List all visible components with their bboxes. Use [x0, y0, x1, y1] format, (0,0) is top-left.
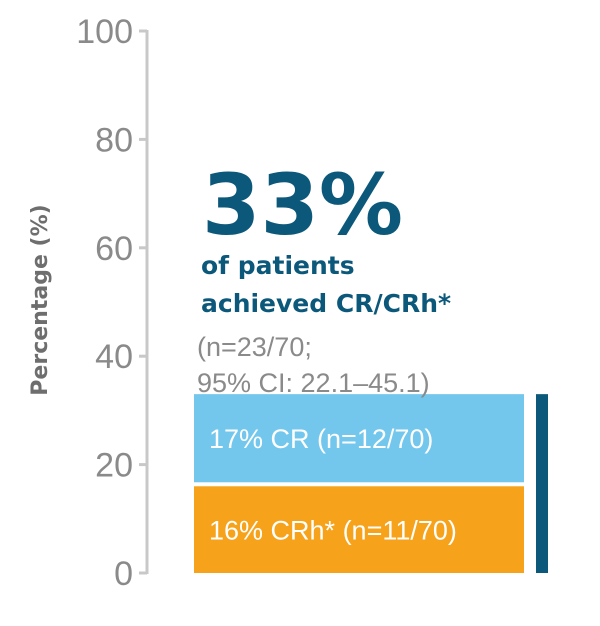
- y-tick-label: 60: [95, 230, 133, 268]
- annotation-big-value: 33%: [202, 156, 403, 254]
- annotation-line-1: of patients: [201, 251, 355, 280]
- y-tick-label: 40: [95, 338, 133, 376]
- annotation-note-line-2: 95% CI: 22.1–45.1): [197, 368, 430, 398]
- annotation-note-line-1: (n=23/70;: [197, 332, 312, 362]
- bar-segment: [194, 394, 524, 483]
- bar-segment-label: 16% CRh* (n=11/70): [209, 516, 457, 546]
- annotation: 33% of patients achieved CR/CRh* (n=23/7…: [197, 156, 451, 398]
- y-tick-label: 0: [114, 555, 133, 593]
- total-bracket: [536, 394, 548, 573]
- annotation-line-2: achieved CR/CRh*: [201, 289, 451, 318]
- y-axis-label: Percentage (%): [28, 204, 53, 395]
- bar-segment: [194, 486, 524, 573]
- y-tick-label: 80: [95, 121, 133, 159]
- y-tick-label: 100: [76, 13, 133, 51]
- stacked-bar: 16% CRh* (n=11/70) 17% CR (n=12/70): [194, 394, 524, 573]
- y-tick-label: 20: [95, 447, 133, 485]
- bar-segment-label: 17% CR (n=12/70): [209, 424, 433, 454]
- y-axis-ticks: 0 20 40 60 80 100: [76, 13, 147, 593]
